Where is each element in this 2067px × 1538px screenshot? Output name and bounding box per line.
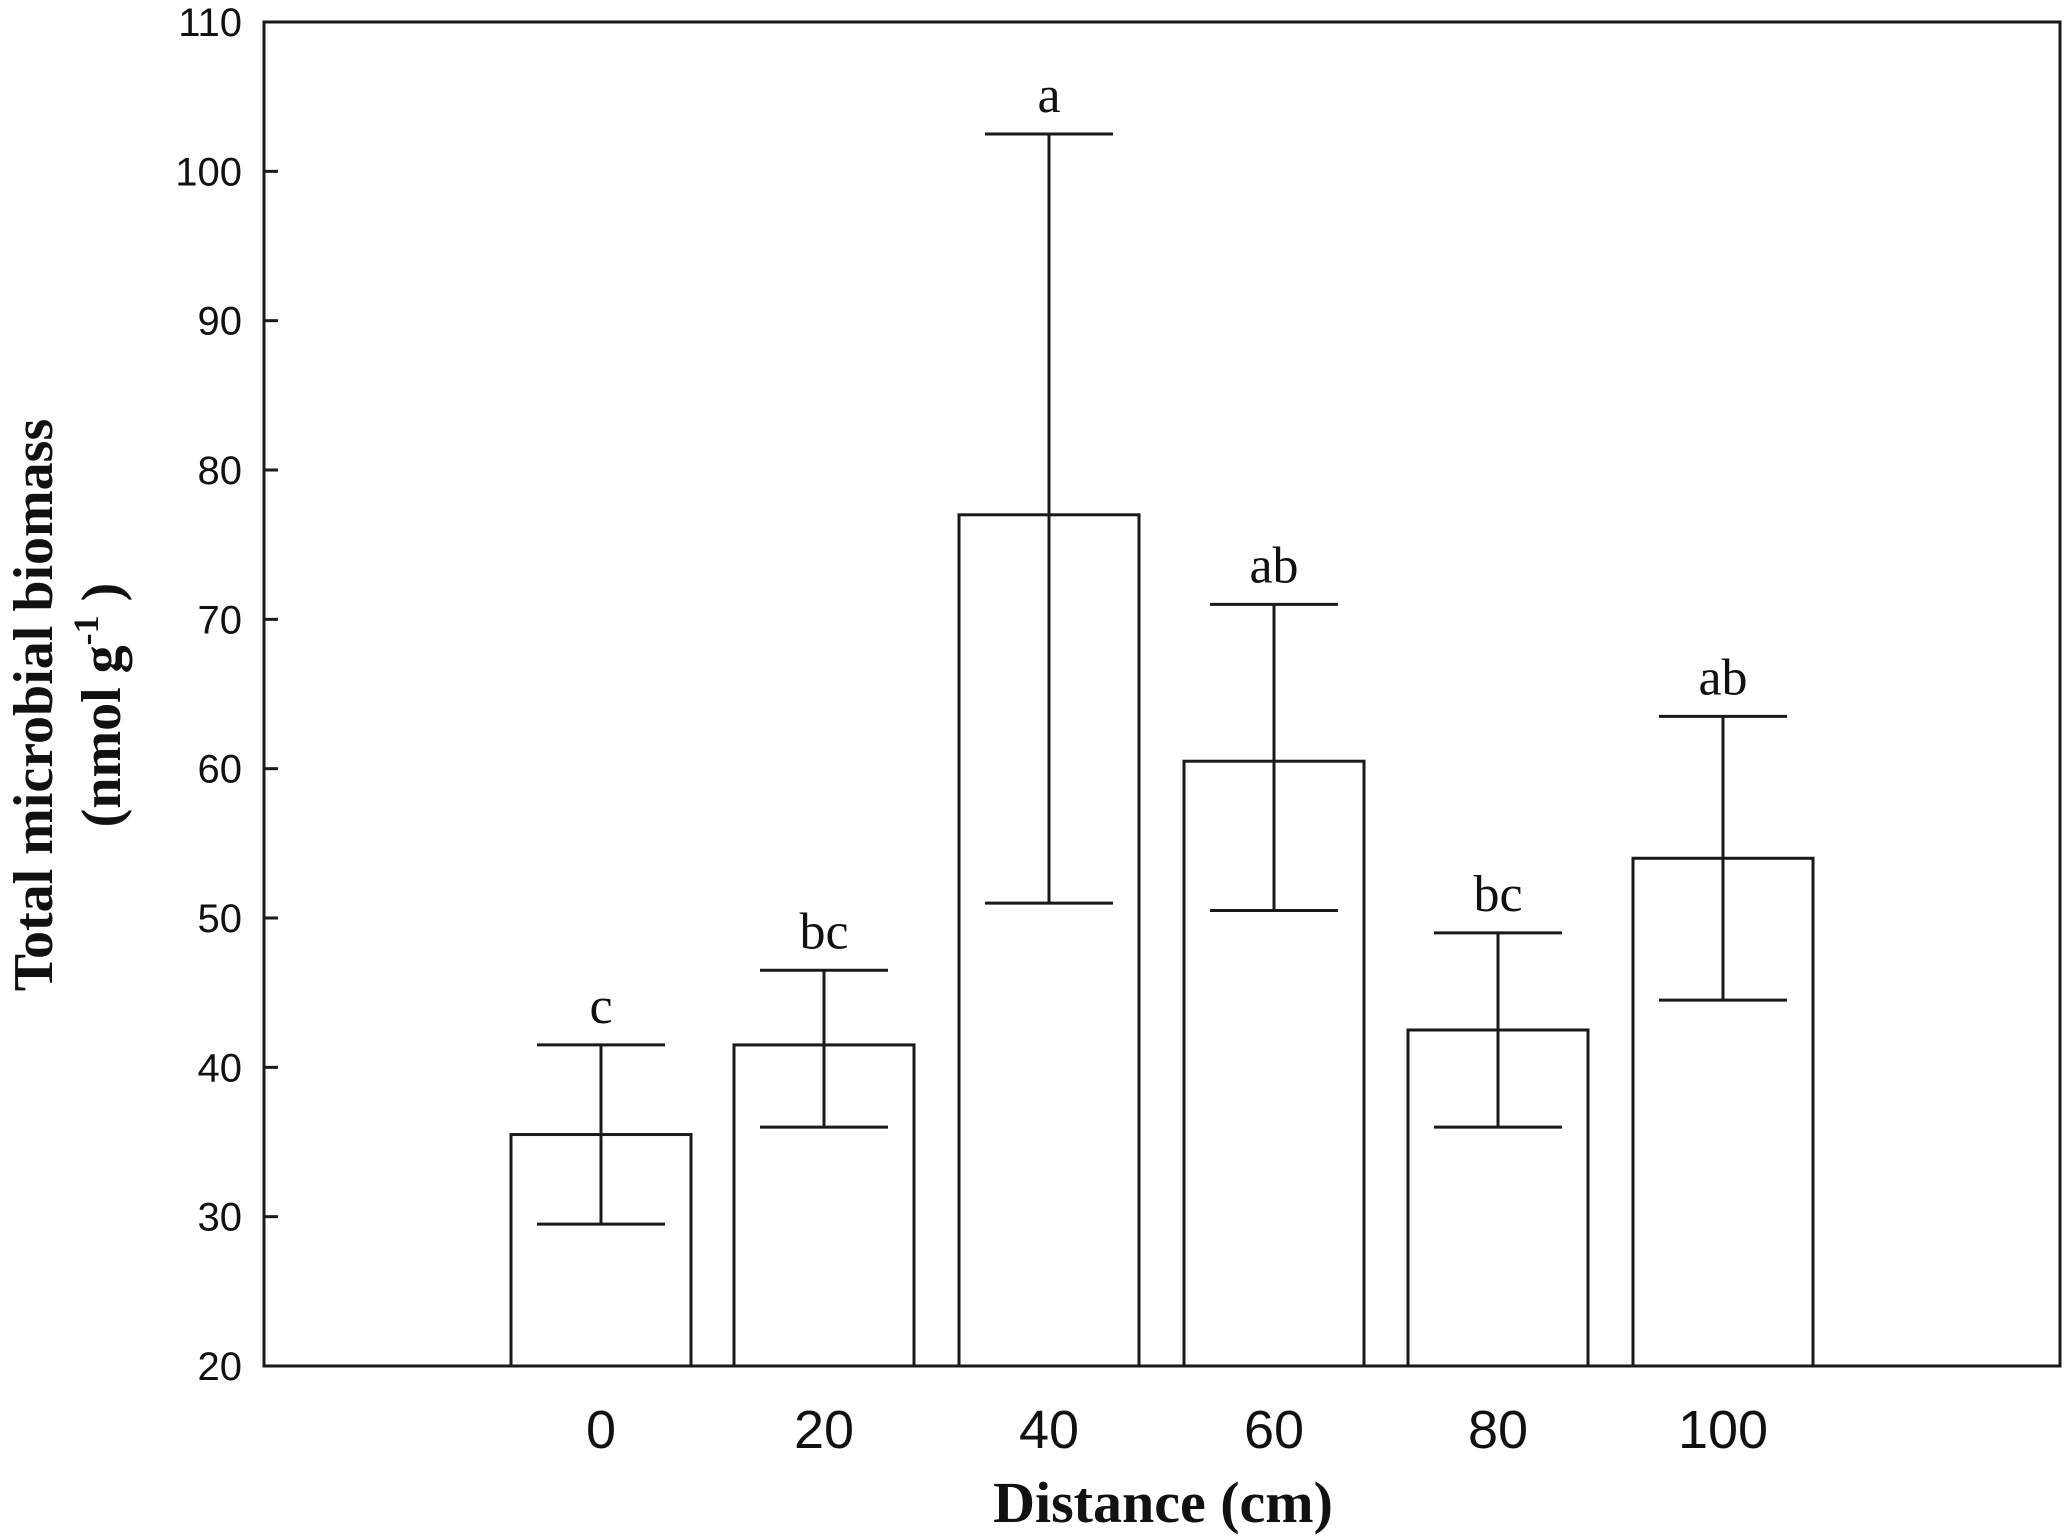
y-tick-label: 50 [198, 897, 243, 941]
bars-group: c bc a ab bc ab [509, 67, 1815, 1368]
x-tick-label: 20 [794, 1400, 854, 1460]
y-axis-title-line1: Total microbial biomass [3, 419, 65, 992]
y-axis-title: Total microbial biomass (nmol g-1 ) [3, 419, 133, 992]
y-tick-label: 30 [198, 1196, 243, 1240]
y-tick-label: 20 [198, 1345, 243, 1389]
significance-label: a [1037, 67, 1060, 124]
y-tick-label: 70 [198, 598, 243, 642]
significance-label: bc [1473, 866, 1522, 923]
plot-frame-group [262, 20, 2062, 1368]
x-tick-label: 60 [1244, 1400, 1304, 1460]
y-axis-title-line2: (nmol g-1 ) [66, 583, 133, 828]
y-tick-label: 60 [198, 748, 243, 792]
x-axis-ticks: 0 20 40 60 80 100 [586, 1400, 1768, 1460]
y-axis-unit-superscript: -1 [66, 615, 106, 645]
plot-frame [262, 20, 2062, 1368]
y-axis-unit-prefix: (nmol g [71, 645, 133, 827]
significance-label: ab [1698, 649, 1747, 706]
y-tick-label: 100 [175, 150, 242, 194]
significance-label: c [589, 978, 612, 1035]
significance-label: ab [1249, 537, 1298, 594]
x-axis-title: Distance (cm) [993, 1470, 1333, 1535]
y-axis-unit-suffix: ) [71, 583, 133, 616]
x-tick-label: 100 [1678, 1400, 1768, 1460]
significance-label: bc [799, 903, 848, 960]
x-tick-label: 80 [1468, 1400, 1528, 1460]
y-axis-ticks: 20 30 40 50 60 70 80 90 100 110 [175, 1, 278, 1389]
y-tick-label: 110 [178, 1, 242, 45]
x-tick-label: 40 [1019, 1400, 1079, 1460]
x-tick-label: 0 [586, 1400, 616, 1460]
y-tick-label: 90 [198, 300, 243, 344]
y-tick-label: 80 [198, 449, 243, 493]
y-tick-label: 40 [198, 1046, 243, 1090]
